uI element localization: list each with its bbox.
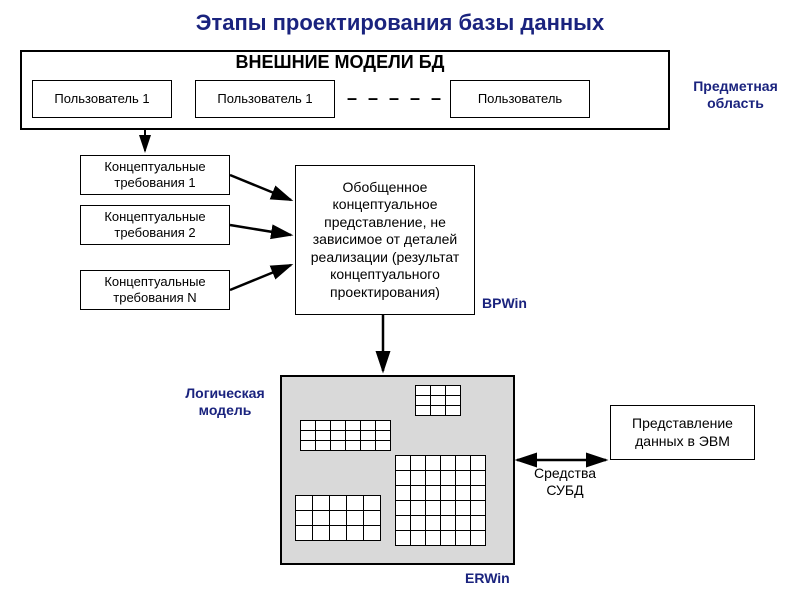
mini-table-4: [295, 495, 381, 541]
concept-box: Обобщенное концептуальное представление,…: [295, 165, 475, 315]
mini-table-3: [395, 455, 486, 546]
requirement-box-1: Концептуальные требования 1: [80, 155, 230, 195]
user-box-2: Пользователь 1: [195, 80, 335, 118]
domain-label: Предметная область: [678, 78, 793, 112]
bpwin-label: BPWin: [482, 295, 527, 312]
requirement-box-n: Концептуальные требования N: [80, 270, 230, 310]
requirement-box-2: Концептуальные требования 2: [80, 205, 230, 245]
mini-table-2: [300, 420, 391, 451]
ellipsis-dashes: – – – – –: [347, 88, 444, 109]
evm-box: Представление данных в ЭВМ: [610, 405, 755, 460]
erwin-label: ERWin: [465, 570, 510, 587]
external-models-title: ВНЕШНИЕ МОДЕЛИ БД: [180, 52, 500, 73]
logical-model-label: Логическая модель: [175, 385, 275, 419]
mini-table-1: [415, 385, 461, 416]
page-title: Этапы проектирования базы данных: [0, 0, 800, 41]
user-box-n: Пользователь: [450, 80, 590, 118]
subd-label: Средства СУБД: [525, 465, 605, 499]
user-box-1: Пользователь 1: [32, 80, 172, 118]
